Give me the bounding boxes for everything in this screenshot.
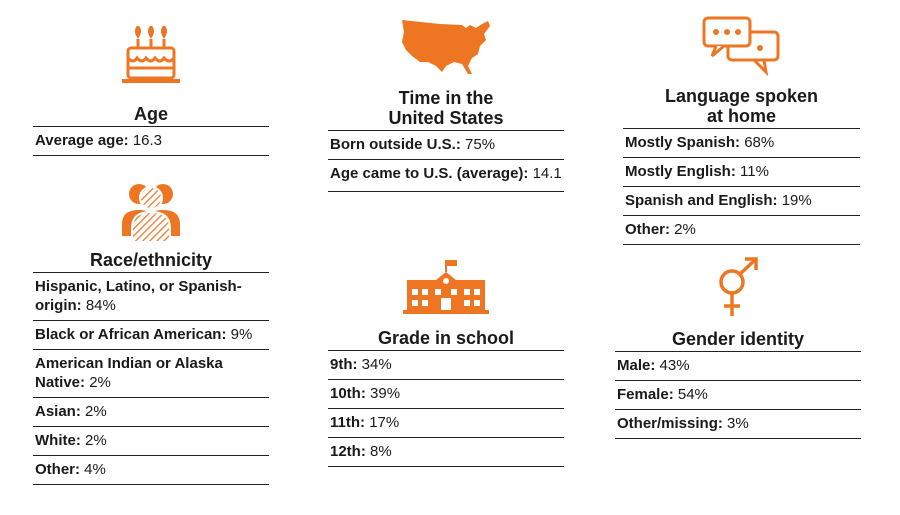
gender-rows: Male: 43% Female: 54% Other/missing: 3% (615, 351, 861, 439)
list-item: 9th: 34% (328, 351, 564, 380)
list-item: Average age: 16.3 (33, 127, 269, 156)
list-item: Other/missing: 3% (615, 410, 861, 439)
list-item: Hispanic, Latino, or Spanish-origin: 84% (33, 273, 269, 321)
list-item: Female: 54% (615, 381, 861, 410)
grade-title: Grade in school (377, 328, 515, 348)
birthday-cake-icon (122, 26, 180, 83)
list-item: Asian: 2% (33, 398, 269, 427)
language-section: Language spoken at home Mostly Spanish: 6… (623, 14, 860, 245)
list-item: Mostly English: 11% (623, 158, 860, 187)
time-section: Time in the United States Born outside U.… (328, 16, 564, 192)
race-title: Race/ethnicity (89, 250, 213, 270)
language-rows: Mostly Spanish: 68% Mostly English: 11% … (623, 128, 860, 245)
time-title: Time in the United States (388, 88, 504, 128)
list-item: Other: 4% (33, 456, 269, 485)
language-title: Language spoken at home (664, 86, 819, 126)
list-item: 11th: 17% (328, 409, 564, 438)
list-item: American Indian or Alaska Native: 2% (33, 350, 269, 398)
race-rows: Hispanic, Latino, or Spanish-origin: 84%… (33, 272, 269, 485)
us-map-icon (402, 20, 490, 74)
list-item: 10th: 39% (328, 380, 564, 409)
list-item: Age came to U.S. (average): 14.1 (328, 160, 564, 192)
age-title: Age (133, 104, 168, 124)
school-building-icon (403, 260, 489, 314)
list-item: Male: 43% (615, 352, 861, 381)
grade-rows: 9th: 34% 10th: 39% 11th: 17% 12th: 8% (328, 350, 564, 467)
list-item: Spanish and English: 19% (623, 187, 860, 216)
gender-section: Gender identity Male: 43% Female: 54% Ot… (615, 256, 861, 439)
gender-symbol-icon (719, 257, 758, 316)
gender-title: Gender identity (671, 329, 805, 349)
list-item: Born outside U.S.: 75% (328, 131, 564, 160)
list-item: White: 2% (33, 427, 269, 456)
list-item: Black or African American: 9% (33, 321, 269, 350)
list-item: Mostly Spanish: 68% (623, 129, 860, 158)
race-section: Race/ethnicity Hispanic, Latino, or Span… (33, 180, 269, 485)
grade-section: Grade in school 9th: 34% 10th: 39% 11th:… (328, 260, 564, 467)
time-rows: Born outside U.S.: 75% Age came to U.S. … (328, 130, 564, 192)
age-rows: Average age: 16.3 (33, 126, 269, 156)
age-section: Age Average age: 16.3 (33, 26, 269, 156)
list-item: Other: 2% (623, 216, 860, 245)
list-item: 12th: 8% (328, 438, 564, 467)
speech-bubbles-icon (702, 16, 779, 76)
people-group-icon (122, 184, 180, 242)
